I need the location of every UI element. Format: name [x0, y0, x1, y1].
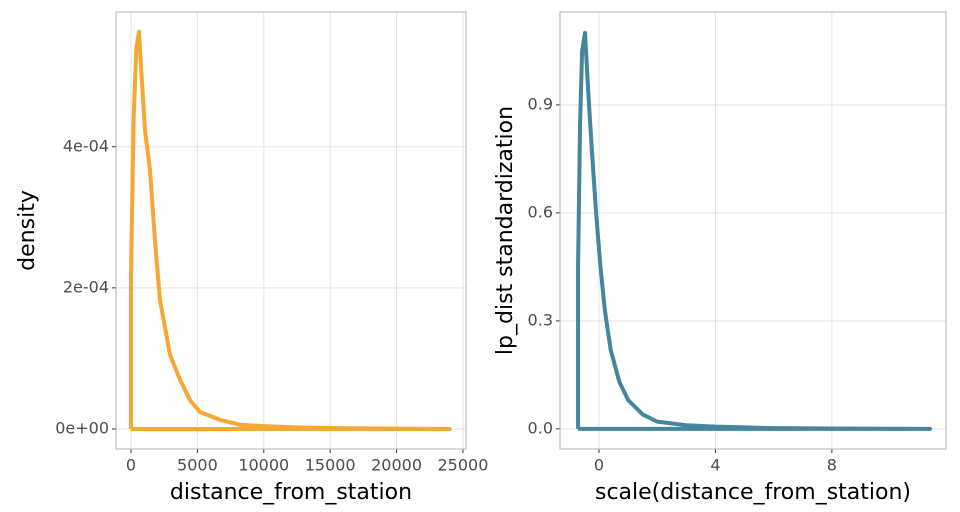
y-tick-label: 0.0 [528, 418, 553, 437]
density-line [576, 30, 932, 431]
x-tick-label: 25000 [437, 456, 488, 475]
y-tick-label: 4e-04 [63, 136, 109, 155]
x-tick-label: 8 [827, 456, 837, 475]
x-axis-title: scale(distance_from_station) [595, 480, 911, 505]
x-tick-label: 10000 [238, 456, 289, 475]
y-tick-label: 0e+00 [55, 418, 109, 437]
x-tick-label: 4 [710, 456, 720, 475]
panel-border [115, 11, 467, 450]
x-tick-label: 0 [594, 456, 604, 475]
x-tick-label: 20000 [371, 456, 422, 475]
y-tick-label: 0.3 [528, 310, 553, 329]
y-axis-title: lp_dist standardization [493, 106, 518, 355]
x-axis-title: distance_from_station [170, 480, 412, 505]
y-tick-label: 0.6 [528, 202, 553, 221]
x-tick-label: 5000 [177, 456, 218, 475]
x-tick-label: 15000 [305, 456, 356, 475]
y-tick-label: 2e-04 [63, 277, 109, 296]
y-tick-label: 0.9 [528, 94, 553, 113]
y-axis-title: density [15, 190, 40, 271]
density-line [129, 29, 452, 431]
x-tick-label: 0 [126, 456, 136, 475]
panel-border [559, 11, 947, 450]
